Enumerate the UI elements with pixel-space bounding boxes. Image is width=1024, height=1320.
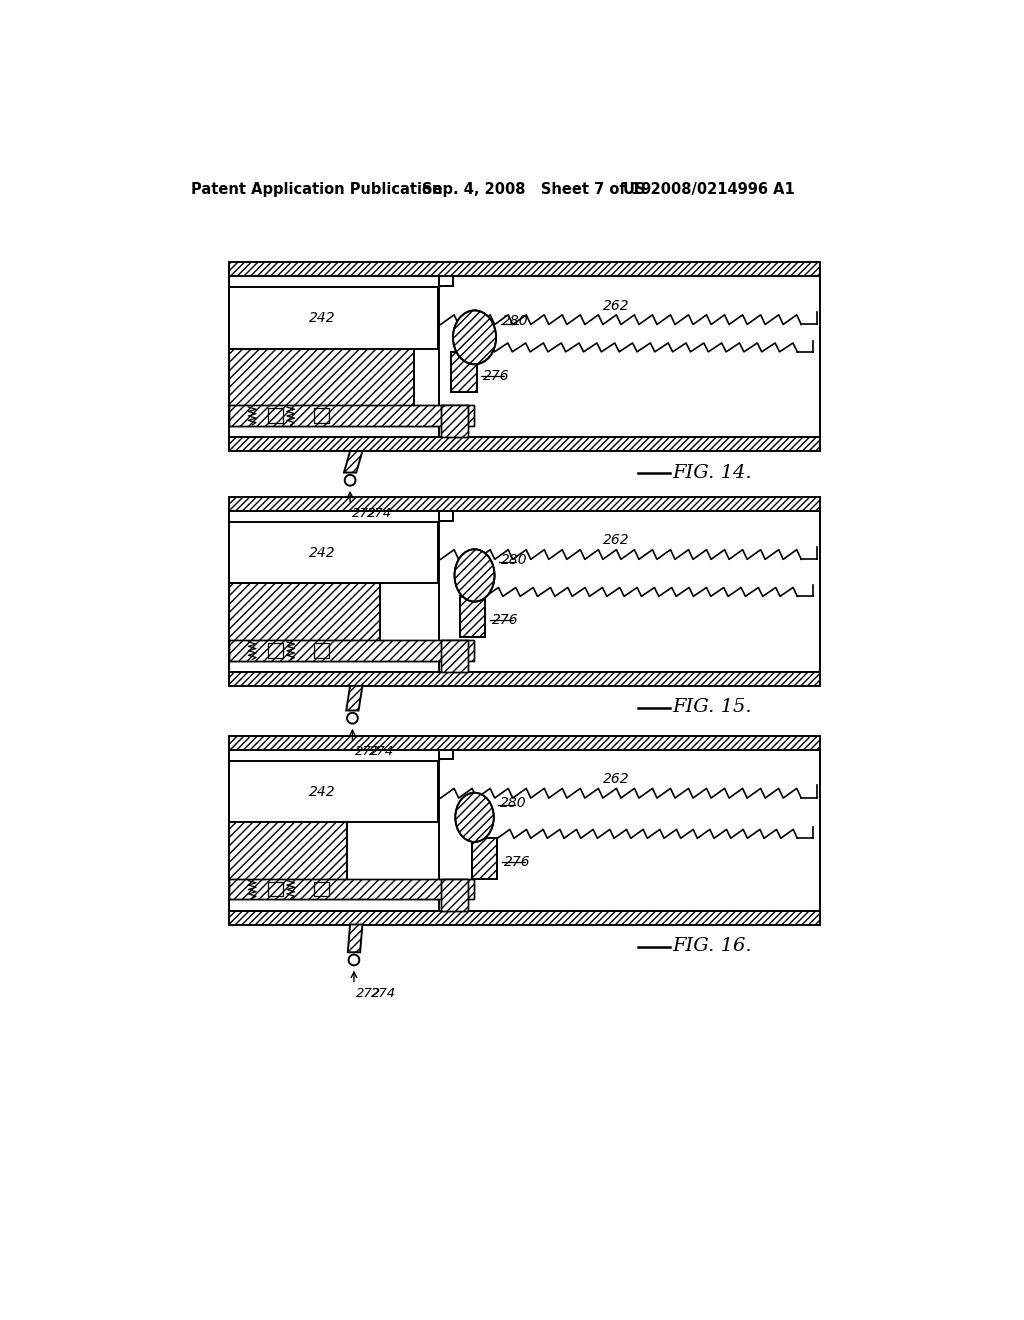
Circle shape xyxy=(347,713,357,723)
Bar xyxy=(229,879,474,899)
Circle shape xyxy=(348,954,359,965)
Text: 242: 242 xyxy=(309,784,336,799)
Text: 242: 242 xyxy=(309,312,336,325)
Bar xyxy=(229,263,820,276)
Bar xyxy=(229,640,474,661)
Text: 262: 262 xyxy=(603,298,630,313)
Circle shape xyxy=(345,475,355,486)
Polygon shape xyxy=(346,686,362,710)
Text: Sep. 4, 2008   Sheet 7 of 19: Sep. 4, 2008 Sheet 7 of 19 xyxy=(422,182,651,197)
Bar xyxy=(451,352,476,392)
Bar xyxy=(229,348,414,426)
Text: FIG. 15.: FIG. 15. xyxy=(673,698,752,717)
Bar xyxy=(229,405,474,426)
Bar xyxy=(472,838,498,879)
Bar xyxy=(460,597,485,636)
Bar xyxy=(229,583,380,661)
Text: 242: 242 xyxy=(309,546,336,560)
Bar xyxy=(229,672,820,686)
Bar xyxy=(229,762,437,822)
Bar xyxy=(313,643,330,657)
Bar xyxy=(229,737,820,750)
Bar xyxy=(229,583,380,661)
Bar xyxy=(440,405,468,437)
Text: 272: 272 xyxy=(352,507,378,520)
Bar xyxy=(229,511,820,672)
Text: 262: 262 xyxy=(603,533,630,548)
Bar xyxy=(229,276,820,437)
Text: FIG. 14.: FIG. 14. xyxy=(673,463,752,482)
Text: Patent Application Publication: Patent Application Publication xyxy=(190,182,442,197)
Bar xyxy=(472,838,498,879)
Polygon shape xyxy=(344,451,362,473)
Bar xyxy=(313,882,330,896)
Bar xyxy=(229,822,347,899)
Ellipse shape xyxy=(455,549,495,602)
Text: FIG. 16.: FIG. 16. xyxy=(673,937,752,956)
Text: 280: 280 xyxy=(501,553,527,566)
Bar xyxy=(313,408,330,422)
Bar xyxy=(267,408,283,422)
Bar xyxy=(229,437,820,451)
Bar xyxy=(440,879,468,911)
Bar xyxy=(229,911,820,924)
Bar xyxy=(451,352,476,392)
Text: 280: 280 xyxy=(500,796,526,809)
Bar xyxy=(440,405,468,437)
Bar xyxy=(229,523,437,583)
Ellipse shape xyxy=(456,793,494,842)
Bar xyxy=(440,640,468,672)
Polygon shape xyxy=(348,924,362,952)
Text: 274: 274 xyxy=(370,744,394,758)
Text: 274: 274 xyxy=(371,987,396,1001)
Text: 272: 272 xyxy=(354,744,380,758)
Text: US 2008/0214996 A1: US 2008/0214996 A1 xyxy=(624,182,795,197)
Bar xyxy=(229,288,437,348)
Bar xyxy=(440,640,468,672)
Bar xyxy=(229,498,820,511)
Text: 280: 280 xyxy=(502,314,528,329)
Bar xyxy=(229,822,347,899)
Bar xyxy=(460,597,485,636)
Text: 272: 272 xyxy=(356,987,381,1001)
Bar xyxy=(267,882,283,896)
Text: 276: 276 xyxy=(482,370,509,383)
Text: 276: 276 xyxy=(492,614,518,627)
Bar xyxy=(229,640,474,661)
Bar xyxy=(267,643,283,657)
Text: 262: 262 xyxy=(603,772,630,787)
Ellipse shape xyxy=(453,310,496,364)
Bar xyxy=(229,750,820,911)
Bar xyxy=(229,405,474,426)
Text: 276: 276 xyxy=(504,855,530,870)
Bar xyxy=(229,348,414,426)
Text: 274: 274 xyxy=(367,507,392,520)
Bar xyxy=(440,879,468,911)
Bar xyxy=(229,879,474,899)
